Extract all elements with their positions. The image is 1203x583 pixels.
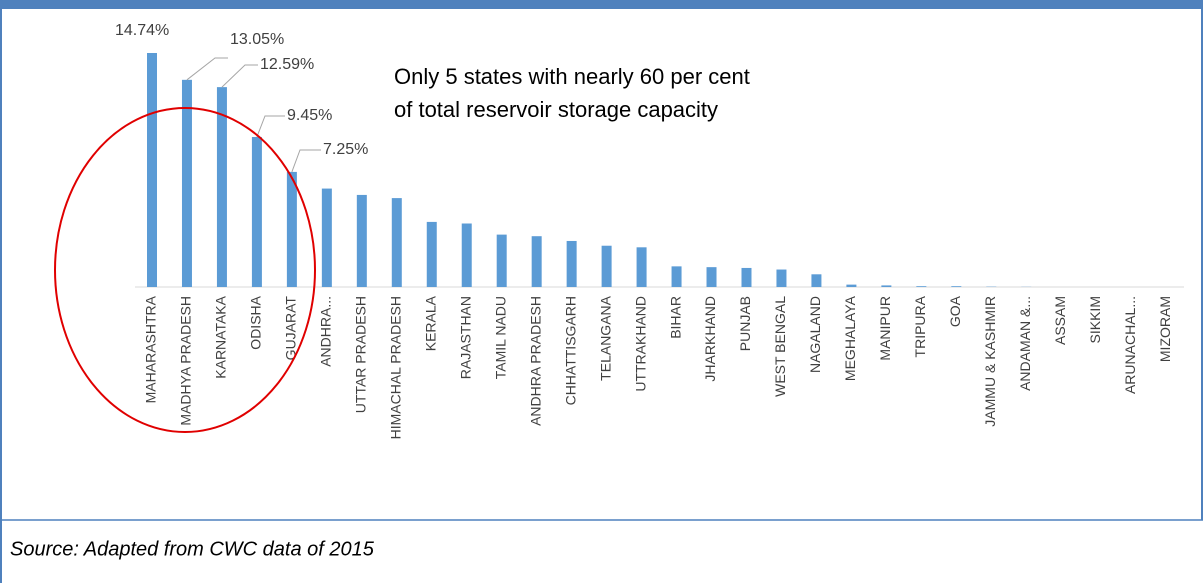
highlight-ellipse — [54, 107, 316, 433]
bar — [181, 79, 192, 287]
leader-line — [291, 149, 321, 173]
bar — [811, 274, 822, 287]
bar — [531, 236, 542, 287]
x-tick-label: WEST BENGAL — [772, 296, 788, 397]
bar — [496, 234, 507, 287]
bar — [147, 53, 157, 287]
x-tick-label: KARNATAKA — [213, 295, 229, 378]
bar — [846, 284, 857, 287]
bar — [216, 87, 227, 287]
x-tick-label: MADHYA PRADESH — [178, 296, 194, 426]
bar — [566, 240, 577, 287]
x-tick-label: MIZORAM — [1157, 296, 1173, 362]
x-tick-label: RAJASTHAN — [457, 296, 473, 379]
x-tick-label: MEGHALAYA — [842, 295, 858, 381]
x-tick-label: MANIPUR — [877, 296, 893, 361]
leader-line — [256, 115, 285, 138]
bar — [706, 267, 717, 287]
annotation: of total reservoir storage capacity — [394, 97, 718, 122]
bar — [321, 188, 332, 287]
x-tick-label: SIKKIM — [1087, 296, 1103, 343]
x-tick-label: GUJARAT — [283, 296, 299, 361]
x-tick-label: BIHAR — [667, 296, 683, 339]
leader-line — [186, 57, 228, 81]
x-tick-label: ANDHRA... — [318, 296, 334, 367]
x-tick-label: HIMACHAL PRADESH — [387, 296, 403, 439]
bar — [951, 286, 962, 287]
bar — [741, 267, 752, 287]
x-tick-label: NAGALAND — [807, 296, 823, 373]
bar — [356, 194, 367, 287]
source-note: Source: Adapted from CWC data of 2015 — [10, 538, 375, 560]
x-tick-label: UTTAR PRADESH — [353, 296, 369, 413]
bar — [636, 247, 647, 287]
data-label: 7.25% — [323, 141, 368, 158]
bar — [286, 171, 297, 287]
bar — [251, 136, 262, 287]
x-tick-label: PUNJAB — [737, 296, 753, 351]
bar — [671, 266, 682, 287]
bar — [776, 269, 787, 287]
x-tick-label: TELANGANA — [597, 295, 613, 380]
data-label: 14.74% — [115, 22, 169, 39]
x-tick-label: ASSAM — [1052, 296, 1068, 345]
plot: MAHARASHTRA 14.74% MADHYA PRADESH 13.05% KAR… — [115, 22, 1184, 439]
x-tick-label: ARUNACHAL... — [1122, 296, 1138, 394]
x-tick-label: JHARKHAND — [702, 296, 718, 382]
data-label: 13.05% — [230, 31, 284, 48]
x-tick-label: TAMIL NADU — [492, 296, 508, 379]
bar — [881, 285, 892, 287]
top-band — [0, 0, 1203, 9]
leader-line — [221, 64, 258, 88]
x-tick-label: CHHATTISGARH — [562, 296, 578, 405]
data-label: 12.59% — [260, 56, 314, 73]
bar — [426, 221, 437, 287]
bar — [461, 223, 472, 287]
x-tick-label: MAHARASHTRA — [143, 295, 159, 403]
annotation: Only 5 states with nearly 60 per cent — [394, 64, 750, 89]
bar — [391, 198, 402, 287]
bar — [916, 286, 927, 287]
x-tick-label: ANDAMAN &... — [1017, 296, 1033, 391]
data-label: 9.45% — [287, 107, 332, 124]
x-tick-label: ODISHA — [248, 295, 264, 349]
x-tick-label: UTTRAKHAND — [632, 296, 648, 392]
x-tick-label: TRIPURA — [912, 295, 928, 357]
x-tick-label: KERALA — [422, 295, 438, 351]
x-tick-label: GOA — [947, 295, 963, 327]
x-tick-label: ANDHRA PRADESH — [527, 296, 543, 426]
bar — [601, 245, 612, 287]
x-tick-label: JAMMU & KASHMIR — [982, 296, 998, 427]
